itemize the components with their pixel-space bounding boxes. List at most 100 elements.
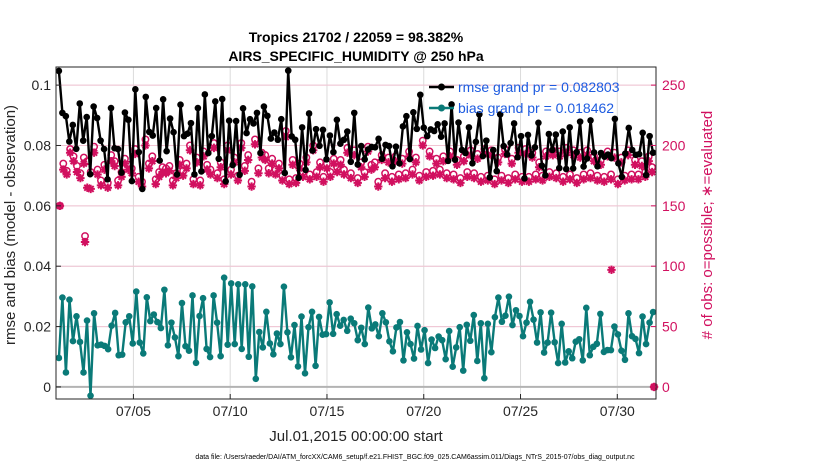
x-tick-label: 07/05 — [116, 403, 151, 419]
obs-evaluated-marker — [124, 165, 133, 174]
obs-evaluated-marker — [401, 173, 410, 183]
obs-evaluated-marker — [627, 175, 636, 184]
bias-point — [294, 363, 302, 370]
rmse-point — [465, 124, 473, 131]
rmse-point — [187, 119, 195, 127]
rmse-point — [392, 143, 400, 150]
bias-point — [565, 348, 573, 355]
bias-point — [87, 392, 94, 399]
rmse-point — [500, 142, 507, 150]
obs-evaluated-marker — [558, 177, 568, 186]
bias-point — [357, 324, 365, 332]
rmse-point — [350, 109, 358, 117]
bias-point — [547, 309, 555, 316]
right-y-tick-label: 0 — [662, 379, 670, 395]
rmse-point — [639, 129, 646, 137]
rmse-point — [642, 171, 650, 179]
obs-evaluated-marker — [79, 159, 89, 168]
rmse-point — [542, 172, 549, 179]
rmse-point — [114, 145, 122, 153]
rmse-point — [396, 159, 403, 167]
bias-point — [333, 310, 340, 318]
rmse-point — [357, 142, 365, 150]
obs-evaluated-marker — [487, 150, 496, 160]
bias-point — [607, 346, 615, 354]
rmse-point — [152, 104, 160, 112]
obs-evaluated-marker — [572, 178, 582, 188]
rmse-point — [208, 132, 216, 140]
obs-evaluated-marker — [120, 159, 130, 168]
obs-evaluated-marker — [332, 167, 342, 177]
bias-point — [403, 328, 411, 336]
rmse-point — [86, 170, 94, 178]
bias-point — [171, 334, 179, 341]
obs-evaluated-marker — [421, 172, 431, 182]
bias-point — [463, 321, 471, 329]
obs-evaluated-marker — [343, 148, 352, 157]
bias-point — [554, 359, 562, 367]
left-y-tick-label: 0.04 — [24, 258, 51, 274]
bias-point — [196, 312, 203, 320]
rmse-point — [406, 155, 414, 163]
rmse-point — [469, 159, 476, 167]
rmse-point — [138, 185, 146, 193]
rmse-point — [69, 121, 77, 129]
obs-evaluated-marker — [449, 175, 458, 184]
x-tick-label: 07/10 — [213, 403, 248, 419]
bias-point — [586, 351, 594, 359]
rmse-point — [284, 67, 292, 74]
obs-evaluated-marker — [329, 159, 338, 168]
obs-evaluated-marker — [439, 156, 448, 166]
bias-point — [582, 304, 590, 312]
rmse-point — [159, 95, 167, 103]
rmse-point — [371, 143, 379, 151]
legend: rmse grand pr = 0.082803 bias grand pr =… — [429, 79, 620, 116]
obs-evaluated-marker — [100, 165, 109, 174]
bias-point — [220, 274, 228, 281]
rmse-point — [93, 114, 101, 122]
obs-evaluated-marker — [606, 175, 616, 184]
bias-point — [597, 310, 604, 318]
obs-evaluated-marker — [185, 146, 195, 155]
obs-evaluated-marker — [408, 170, 417, 179]
rmse-point — [66, 138, 73, 145]
obs-evaluated-marker — [576, 153, 585, 162]
rmse-point — [260, 103, 268, 110]
bias-point — [185, 347, 193, 355]
rmse-point — [236, 171, 243, 179]
bias-point — [417, 346, 425, 353]
obs-evaluated-marker — [637, 161, 647, 171]
bias-point — [245, 353, 253, 361]
legend-rmse-label: rmse grand pr = 0.082803 — [458, 79, 620, 95]
obs-evaluated-marker — [411, 158, 421, 167]
rmse-point — [218, 95, 226, 103]
bias-point — [491, 313, 499, 321]
obs-evaluated-marker — [172, 173, 181, 183]
bias-point — [154, 318, 161, 326]
obs-evaluated-marker — [274, 164, 284, 173]
rmse-point — [608, 154, 615, 162]
rmse-point — [104, 175, 111, 183]
bias-point — [533, 339, 541, 346]
obs-evaluated-marker — [319, 177, 328, 186]
bias-point — [632, 335, 639, 343]
obs-evaluated-marker — [415, 176, 424, 185]
obs-evaluated-marker — [240, 166, 249, 176]
bias-point — [625, 309, 632, 317]
rmse-point — [479, 152, 487, 160]
obs-evaluated-marker — [565, 175, 575, 184]
obs-evaluated-marker — [243, 155, 253, 165]
bias-point — [273, 330, 281, 337]
rmse-point — [319, 126, 327, 134]
rmse-point — [455, 119, 462, 126]
bias-point — [466, 337, 474, 345]
bias-point — [473, 357, 481, 365]
bias-point — [143, 293, 151, 301]
bias-point — [340, 316, 347, 324]
rmse-point — [385, 142, 393, 150]
rmse-point — [312, 125, 320, 133]
obs-evaluated-marker — [113, 181, 123, 190]
obs-evaluated-marker — [425, 152, 434, 161]
obs-evaluated-marker — [452, 160, 462, 169]
obs-evaluated-marker — [158, 167, 167, 177]
